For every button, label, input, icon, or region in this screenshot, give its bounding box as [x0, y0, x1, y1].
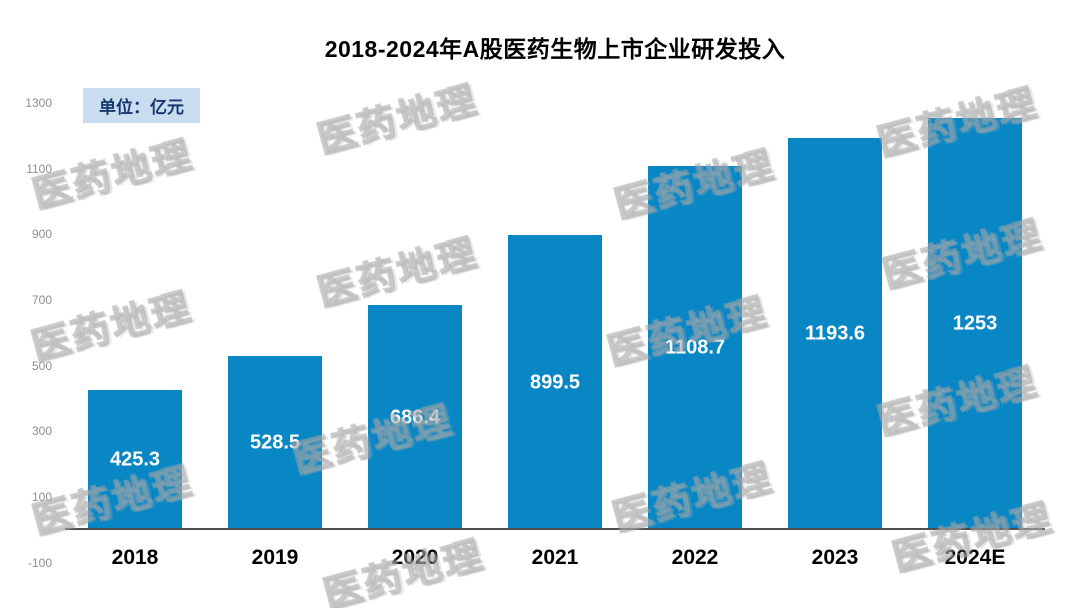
x-axis-label-2021: 2021	[531, 546, 579, 569]
bar-value-label: 1253	[952, 312, 998, 335]
x-axis-label-2023: 2023	[811, 546, 859, 569]
bar-2023: 1193.6	[788, 138, 882, 530]
y-tick-label: 1100	[26, 162, 52, 176]
x-axis-labels: 2018 2019 2020 2021 2022 2023 2024E	[65, 546, 1045, 580]
x-axis-label-2018: 2018	[111, 546, 159, 569]
plot-area: 425.3 528.5 686.4 899.5 1108.7 1193.6 1253	[65, 0, 1045, 530]
bar-value-label: 686.4	[389, 406, 441, 428]
y-tick-label: -100	[27, 556, 52, 570]
y-tick-label: 700	[31, 293, 52, 307]
x-axis-line	[65, 528, 1045, 530]
x-axis-label-2024E: 2024E	[944, 546, 1006, 569]
bar-value-label: 1108.7	[664, 336, 726, 359]
bar-2021: 899.5	[508, 235, 602, 530]
unit-badge: 单位：亿元	[83, 88, 200, 123]
bar-2020: 686.4	[368, 305, 462, 530]
chart-title: 2018-2024年A股医药生物上市企业研发投入	[324, 36, 786, 62]
bar-2018: 425.3	[88, 390, 182, 530]
bar-value-label: 528.5	[249, 431, 301, 454]
bar-2019: 528.5	[228, 356, 322, 530]
x-axis-label-2020: 2020	[391, 546, 439, 569]
bar-value-label: 1193.6	[804, 322, 866, 345]
bar-2024E: 1253	[928, 118, 1022, 530]
y-tick-label: 900	[31, 227, 52, 241]
y-axis: -100 100 300 500 700 900 1100 1300	[0, 0, 52, 608]
y-tick-label: 1300	[25, 96, 52, 110]
bar-value-label: 425.3	[109, 448, 161, 471]
bar-2022: 1108.7	[648, 166, 742, 530]
y-tick-label: 100	[31, 490, 52, 504]
y-tick-label: 500	[31, 359, 52, 373]
x-axis-label-2019: 2019	[251, 546, 299, 569]
y-tick-label: 300	[31, 424, 52, 438]
x-axis-label-2022: 2022	[671, 546, 719, 569]
bar-value-label: 899.5	[529, 371, 581, 393]
